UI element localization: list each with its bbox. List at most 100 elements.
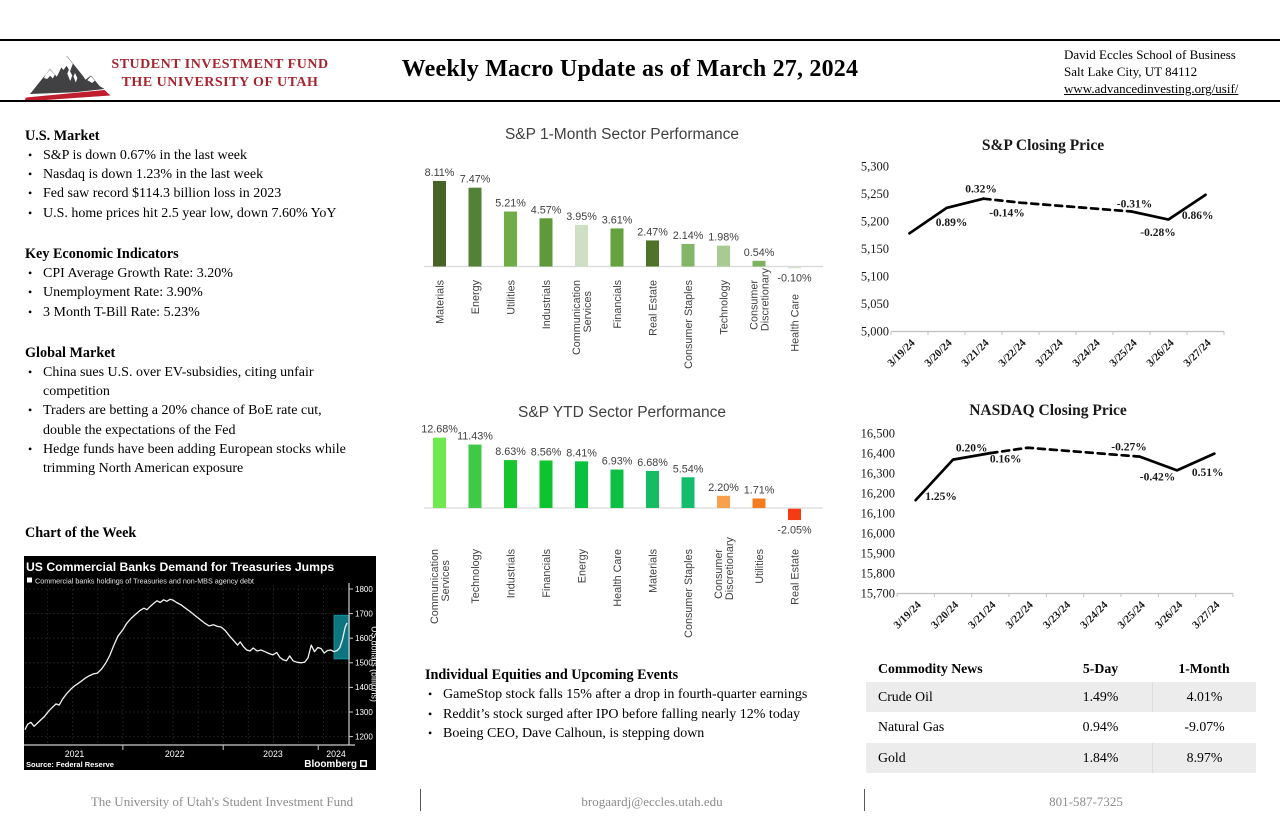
category-label: Real Estate xyxy=(790,549,802,605)
bar xyxy=(575,461,588,508)
bar-value-label: 8.41% xyxy=(566,447,597,459)
nasdaq-closing-price-chart: NASDAQ Closing Price 15,700 15,800 15,900 16… xyxy=(861,402,1234,632)
treasuries-line xyxy=(24,598,348,730)
bar-value-label: 12.68% xyxy=(421,424,458,436)
bar-value-label: 5.54% xyxy=(673,463,704,475)
bar-value-label: 2.47% xyxy=(637,226,668,238)
bar xyxy=(610,228,624,267)
bar xyxy=(468,444,482,508)
pct-change-label: 1.25% xyxy=(925,491,957,503)
chart-title: NASDAQ Closing Price xyxy=(969,402,1127,419)
category-label: Materials xyxy=(648,548,660,592)
bar-value-label: -2.05% xyxy=(777,524,812,536)
website-link[interactable]: www.advancedinvesting.org/usif/ xyxy=(1064,81,1239,97)
price-line xyxy=(1138,452,1216,472)
footer-phone: 801-587-7325 xyxy=(1049,794,1123,809)
bar-value-label: 7.47% xyxy=(460,174,491,186)
price-line xyxy=(914,451,992,502)
pct-change-label: -0.27% xyxy=(1111,442,1146,454)
equities-heading: Individual Equities and Upcoming Events xyxy=(425,667,679,683)
bullet-item: • Traders are betting a 20% chance of BoE… xyxy=(25,401,397,440)
left-section: Global Market • China sues U.S. over EV-su… xyxy=(25,344,397,479)
bullet-icon: • xyxy=(428,706,433,721)
bullet-line: GameStop stock falls 15% after a drop in… xyxy=(443,687,808,703)
table-row: Natural Gas 0.94% -9.07% xyxy=(866,712,1256,742)
section-bullets: • S&P is down 0.67% in the last week • Nasd… xyxy=(25,146,397,223)
mountain-logo xyxy=(24,56,111,102)
x-date-label: 3/24/24 xyxy=(1070,337,1103,370)
pct-change-label: -0.14% xyxy=(989,208,1024,220)
chart-title: S&P Closing Price xyxy=(982,137,1104,154)
price-line xyxy=(908,197,985,235)
pct-change-label: 0.32% xyxy=(965,184,997,196)
bar-value-label: 1.71% xyxy=(744,485,775,497)
snow-streak2 xyxy=(73,73,78,83)
category-label: Financials xyxy=(612,279,624,328)
footer-org: The University of Utah's Student Investm… xyxy=(90,794,354,809)
x-date-label: 3/21/24 xyxy=(959,337,992,370)
logo-line1: STUDENT INVESTMENT FUND xyxy=(111,57,329,72)
x-date-label: 3/22/24 xyxy=(996,337,1029,370)
snow-center xyxy=(60,56,73,72)
chart-title: US Commercial Banks Demand for Treasurie… xyxy=(26,560,334,574)
section-heading: Key Economic Indicators xyxy=(25,245,179,262)
bullet-icon: • xyxy=(28,205,33,220)
y-tick-label: 5,000 xyxy=(861,325,889,339)
y-tick-label: 16,000 xyxy=(861,527,895,541)
commodity-name: Crude Oil xyxy=(878,689,933,705)
bullet-icon: • xyxy=(28,364,33,379)
bar-value-label: 8.63% xyxy=(495,446,526,458)
bullet-line: competition xyxy=(43,384,110,400)
brand-label: Bloomberg xyxy=(304,759,357,770)
x-date-label: 3/25/24 xyxy=(1107,337,1140,370)
chart-of-week-heading: Chart of the Week xyxy=(25,524,137,541)
category-label: Health Care xyxy=(790,294,802,352)
sp-ytd-sector-chart: S&P YTD Sector Performance 12.68% Communic… xyxy=(421,404,823,638)
bullet-line: Unemployment Rate: 3.90% xyxy=(43,285,203,301)
commodity-table-header: Commodity News 5-Day 1-Month xyxy=(866,656,1256,682)
chart-of-week-bloomberg: 1200 1300 1400 1500 1600 1700 1800 US dollars (… xyxy=(24,556,376,770)
x-date-label: 3/20/24 xyxy=(922,337,955,370)
bar-value-label: 8.11% xyxy=(425,167,455,179)
legend-swatch xyxy=(27,577,32,583)
bar xyxy=(646,470,659,508)
commodity-table: Commodity News 5-Day 1-Month Crude Oil 1… xyxy=(866,656,1256,773)
x-date-label: 3/26/24 xyxy=(1144,337,1177,370)
y-tick-label: 1600 xyxy=(355,634,373,643)
mountain-shape xyxy=(30,56,105,94)
bullet-line: Boeing CEO, Dave Calhoun, is stepping do… xyxy=(443,725,705,741)
category-label: Consumer xyxy=(713,549,725,599)
bar xyxy=(539,218,553,267)
x-date-label: 3/19/24 xyxy=(885,337,918,370)
y-tick-label: 5,150 xyxy=(861,242,889,256)
y-tick-label: 1500 xyxy=(355,659,373,668)
price-line-dashed xyxy=(982,197,1133,213)
category-label: Energy xyxy=(470,279,482,314)
bullet-icon: • xyxy=(28,442,33,457)
bullet-icon: • xyxy=(28,304,33,319)
category-label: Communication xyxy=(571,280,583,355)
footer-divider xyxy=(420,789,421,811)
bullet-line: China sues U.S. over EV-subsidies, citin… xyxy=(43,364,314,380)
bar-value-label: 2.14% xyxy=(673,230,704,242)
y-axis-title: US dollars (billions) xyxy=(370,626,377,702)
legend-label: Commercial banks holdings of Treasuries … xyxy=(35,577,254,586)
chart-title: S&P YTD Sector Performance xyxy=(518,404,726,421)
y-tick-label: 1800 xyxy=(355,585,373,594)
sp-1month-sector-chart: S&P 1-Month Sector Performance 8.11% Mater… xyxy=(424,126,823,369)
equities-section: Individual Equities and Upcoming Events … xyxy=(425,666,865,743)
footer-email[interactable]: brogaardj@eccles.utah.edu xyxy=(581,794,723,809)
x-date-label: 3/22/24 xyxy=(1004,599,1037,632)
bullet-item: • Boeing CEO, Dave Calhoun, is stepping d… xyxy=(425,724,865,743)
bar xyxy=(788,508,801,521)
bar xyxy=(788,267,801,269)
pct-change-label: 0.51% xyxy=(1192,467,1224,479)
y-tick-label: 1400 xyxy=(355,683,373,692)
col-header-5day: 5-Day xyxy=(1082,661,1119,676)
pct-change-label: -0.31% xyxy=(1117,199,1152,211)
source-label: Source: Federal Reserve xyxy=(26,760,114,769)
pct-change-label: 0.16% xyxy=(990,454,1022,466)
bullet-line: Fed saw record $114.3 billion loss in 20… xyxy=(43,186,282,202)
left-section: U.S. Market • S&P is down 0.67% in the las… xyxy=(25,127,397,223)
